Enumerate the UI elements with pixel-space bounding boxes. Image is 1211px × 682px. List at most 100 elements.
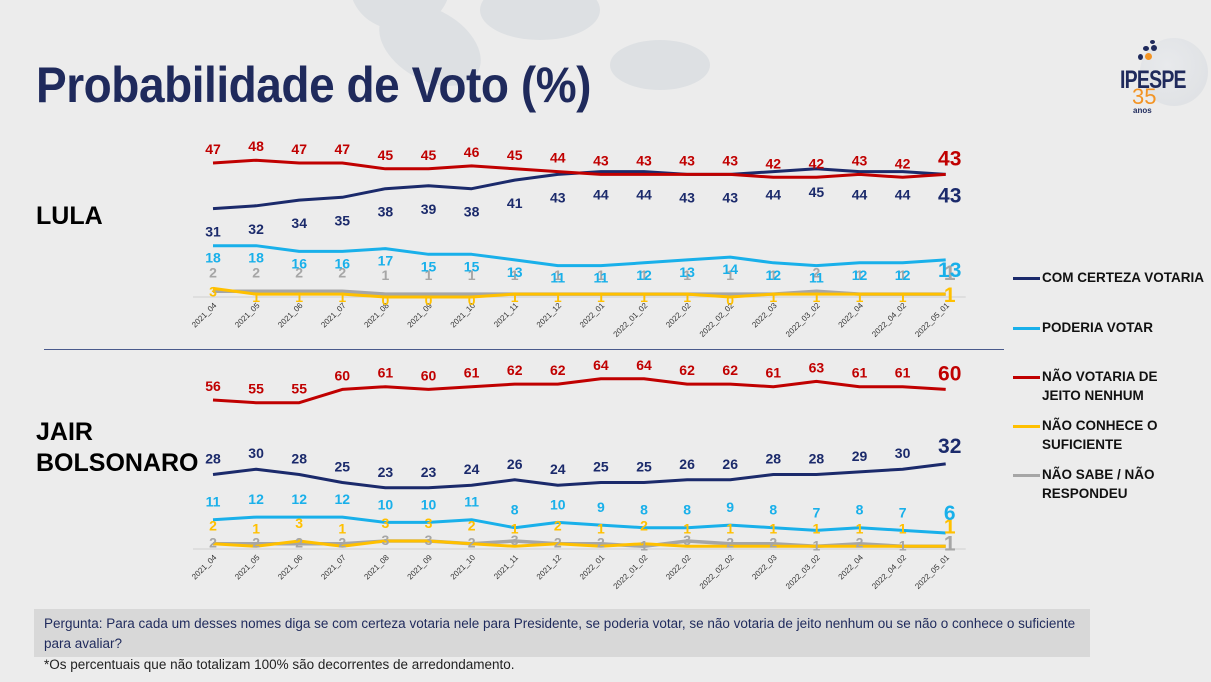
footnote: *Os percentuais que não totalizam 100% s…	[44, 657, 515, 672]
logo-dot	[1145, 53, 1152, 60]
data-label: 28	[291, 451, 307, 467]
data-label: 9	[597, 499, 605, 515]
data-label: 2	[597, 535, 605, 551]
data-label: 61	[895, 365, 911, 381]
x-tick-label: 2022_01_02	[612, 301, 650, 339]
x-tick-label: 2022_03_02	[784, 301, 822, 339]
data-label: 24	[464, 461, 480, 477]
data-label: 48	[248, 138, 264, 154]
legend-swatch	[1013, 376, 1040, 379]
data-label: 2	[813, 264, 821, 280]
series-line-poderia	[212, 515, 946, 535]
data-label: 3	[511, 532, 519, 548]
data-label: 2	[209, 518, 217, 534]
data-label: 1	[468, 267, 476, 283]
data-label: 1	[726, 520, 734, 536]
data-label: 8	[511, 502, 519, 518]
data-label: 43	[679, 152, 695, 168]
data-label: 42	[809, 155, 825, 171]
data-label: 12	[335, 491, 351, 507]
question-box: Pergunta: Para cada um desses nomes diga…	[34, 609, 1090, 657]
page-title: Probabilidade de Voto (%)	[36, 57, 592, 113]
data-label: 44	[593, 187, 609, 203]
data-label: 34	[291, 215, 307, 231]
data-label: 60	[335, 367, 351, 383]
data-label: 55	[248, 381, 264, 397]
data-label: 45	[507, 147, 523, 163]
data-label: 2	[554, 535, 562, 551]
logo-years-label: anos	[1133, 106, 1152, 115]
data-label: 1	[769, 289, 777, 305]
data-label: 25	[636, 459, 652, 475]
data-label: 1	[597, 289, 605, 305]
series-line-nao-votaria	[212, 158, 946, 179]
data-label: 1	[597, 520, 605, 536]
data-label: 62	[550, 362, 566, 378]
data-label: 1	[769, 520, 777, 536]
x-tick-label: 2022_02_02	[698, 553, 736, 591]
data-label: 1	[295, 289, 303, 305]
data-label: 1	[856, 520, 864, 536]
data-label: 11	[809, 270, 824, 286]
data-label: 1	[640, 537, 648, 553]
data-label: 23	[421, 464, 437, 480]
data-label: 61	[852, 365, 868, 381]
data-label: 8	[683, 502, 691, 518]
legend-item-com-certeza: COM CERTEZA VOTARIA	[1013, 268, 1204, 287]
logo-dot	[1151, 45, 1157, 51]
data-label: 0	[425, 292, 433, 308]
x-tick-label: 2021_04	[190, 301, 219, 330]
data-label: 44	[852, 187, 868, 203]
data-label: 12	[291, 491, 307, 507]
data-label: 2	[726, 535, 734, 551]
data-label: 15	[421, 258, 437, 274]
data-label: 23	[378, 464, 394, 480]
data-label: 2	[295, 264, 303, 280]
data-label: 11	[464, 494, 479, 510]
series-line-com-certeza	[212, 462, 946, 490]
data-label: 47	[205, 141, 221, 157]
data-label: 3	[683, 532, 691, 548]
x-tick-label: 2022_04_02	[870, 301, 908, 339]
data-label: 28	[205, 451, 221, 467]
data-label: 56	[205, 378, 221, 394]
data-label: 1	[511, 289, 519, 305]
legend-swatch	[1013, 327, 1040, 330]
legend-label: NÃO SABE / NÃO RESPONDEU	[1042, 467, 1155, 501]
x-tick-label: 2021_07	[319, 553, 348, 582]
data-label: 2	[295, 535, 303, 551]
data-label: 3	[425, 515, 433, 531]
x-tick-label: 2021_12	[535, 553, 564, 582]
legend-label: NÃO CONHECE O SUFICIENTE	[1042, 418, 1158, 452]
data-label: 1	[683, 520, 691, 536]
x-tick-label: 2021_04	[190, 553, 219, 582]
data-label: 10	[550, 496, 566, 512]
data-label: 44	[636, 187, 652, 203]
data-label: 62	[507, 362, 523, 378]
data-label: 2	[640, 518, 648, 534]
x-tick-label: 2021_08	[362, 553, 391, 582]
data-label: 26	[722, 456, 738, 472]
data-label: 0	[726, 292, 734, 308]
data-label: 13	[938, 259, 961, 282]
data-label: 43	[593, 152, 609, 168]
logo-dot	[1150, 40, 1155, 44]
legend-label: COM CERTEZA VOTARIA	[1042, 270, 1204, 285]
data-label: 1	[640, 289, 648, 305]
data-label: 32	[938, 435, 961, 458]
data-label: 1	[856, 289, 864, 305]
data-label: 62	[722, 362, 738, 378]
data-label: 2	[554, 518, 562, 534]
data-label: 42	[766, 155, 782, 171]
data-label: 12	[636, 267, 652, 283]
data-label: 43	[938, 147, 961, 170]
logo-brand: IPESPE	[1120, 66, 1187, 94]
data-label: 44	[895, 187, 911, 203]
data-label: 11	[593, 270, 608, 286]
data-label: 31	[205, 224, 221, 240]
data-label: 35	[335, 212, 351, 228]
data-label: 16	[291, 255, 307, 271]
data-label: 45	[378, 147, 394, 163]
ipespe-logo: IPESPE 35 anos	[1118, 30, 1208, 120]
x-tick-label: 2022_01	[578, 553, 607, 582]
